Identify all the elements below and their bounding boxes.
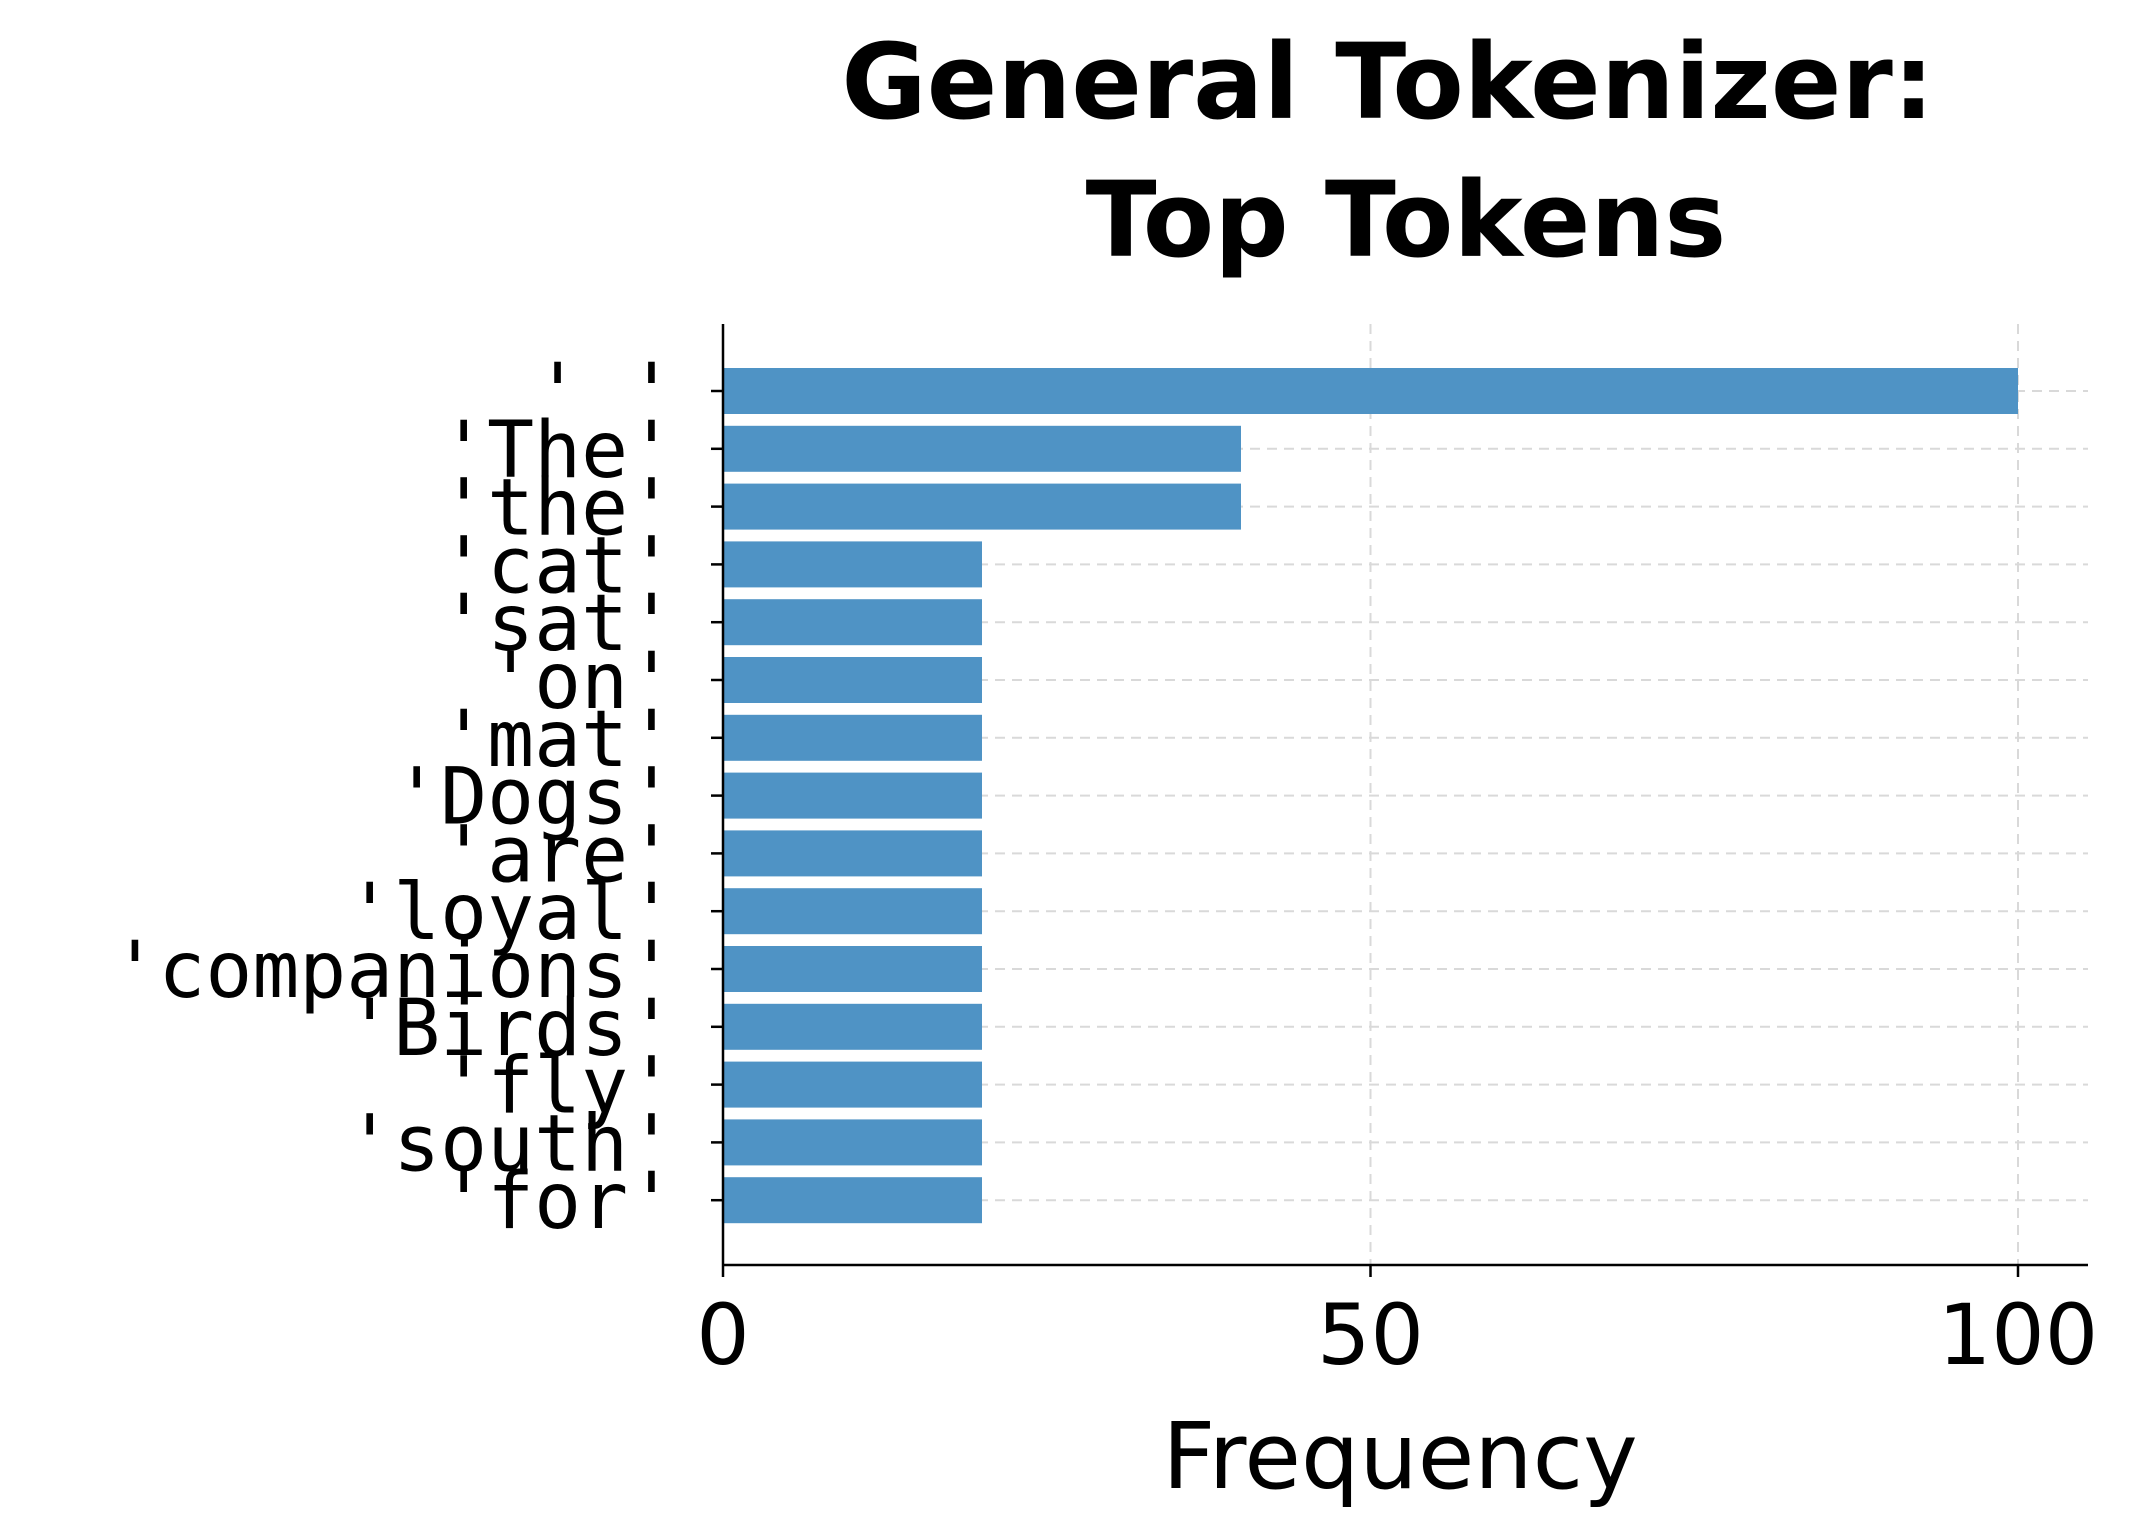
y-tick-label: 'fly' — [440, 1042, 675, 1132]
y-tick-label: 'on' — [487, 637, 675, 727]
y-ticks: ' ''The''the''cat''sat''on''mat''Dogs''a… — [111, 348, 723, 1247]
y-tick-label: 'companions' — [111, 926, 675, 1016]
bar — [723, 1061, 982, 1108]
y-tick-label: 'the' — [440, 464, 675, 554]
y-tick-label: ' ' — [534, 348, 675, 438]
bar — [723, 772, 982, 819]
bar — [723, 368, 2018, 414]
bar — [723, 1003, 982, 1050]
y-tick-label: 'Birds' — [346, 984, 675, 1074]
y-tick-label: 'for' — [440, 1157, 675, 1247]
bar — [723, 483, 1241, 530]
x-tick-label: 50 — [1317, 1286, 1424, 1384]
bar — [723, 714, 982, 761]
bars — [723, 368, 2018, 1224]
chart-title: General Tokenizer: Top Tokens — [841, 21, 1970, 281]
x-tick-label: 0 — [696, 1286, 749, 1384]
y-tick-label: 'The' — [440, 406, 675, 496]
bar — [723, 1177, 982, 1224]
y-tick-label: 'loyal' — [346, 868, 675, 958]
x-axis-label: Frequency — [1162, 1403, 1637, 1510]
bar — [723, 830, 982, 877]
x-tick-label: 100 — [1938, 1286, 2098, 1384]
chart-title-line-1: General Tokenizer: — [841, 21, 1934, 143]
y-tick-label: 'are' — [440, 810, 675, 900]
bar — [723, 599, 982, 646]
bar — [723, 541, 982, 588]
y-tick-label: 'Dogs' — [393, 753, 675, 843]
bar — [723, 425, 1241, 472]
y-tick-label: 'south' — [346, 1099, 675, 1189]
y-tick-label: 'cat' — [440, 521, 675, 611]
bar — [723, 1119, 982, 1166]
bar — [723, 946, 982, 992]
bar — [723, 657, 982, 703]
chart-title-line-2: Top Tokens — [1086, 159, 1727, 281]
y-tick-label: 'sat' — [440, 579, 675, 669]
y-tick-label: 'mat' — [440, 695, 675, 785]
x-ticks: 0 50 100 — [696, 1265, 2098, 1384]
bar — [723, 888, 982, 935]
